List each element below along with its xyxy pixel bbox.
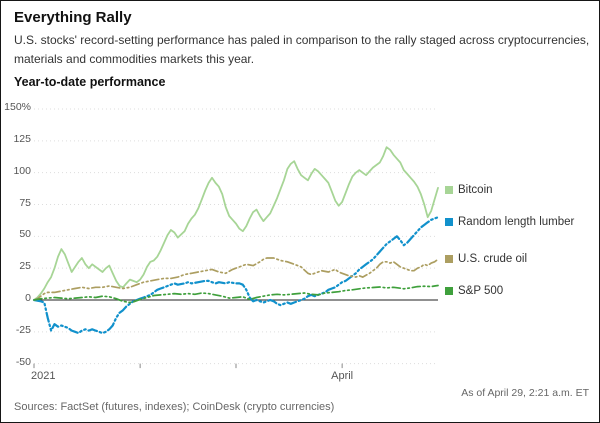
y-axis-label: 150% [4, 101, 31, 113]
series-line-s-p-500 [33, 284, 439, 304]
y-axis-label: 50 [19, 228, 31, 241]
legend-label-bitcoin: Bitcoin [458, 184, 493, 196]
y-axis-label: 75 [19, 196, 31, 209]
series-line-u-s-crude-oil [33, 257, 439, 301]
series-line-random-length-lumber [32, 216, 440, 335]
y-axis-label: 0 [25, 292, 31, 304]
legend-item-s-p-500: S&P 500 [445, 281, 503, 299]
chart-section-label: Year-to-date performance [14, 75, 166, 89]
y-axis-label: 100 [13, 164, 31, 177]
legend-item-u-s-crude-oil: U.S. crude oil [445, 249, 527, 267]
y-axis-label: 125 [13, 132, 31, 145]
y-axis-label: 25 [19, 260, 31, 273]
chart-title: Everything Rally [14, 9, 132, 26]
x-axis-label: April [331, 370, 354, 382]
series-line-bitcoin [33, 146, 439, 301]
legend-swatch-s-p-500 [445, 287, 453, 295]
legend-swatch-bitcoin [445, 186, 453, 194]
y-axis-label: -50 [15, 355, 31, 368]
chart-subtitle: U.S. stocks' record-setting performance … [14, 33, 590, 66]
legend-swatch-u-s-crude-oil [445, 255, 453, 263]
legend-item-random-length-lumber: Random length lumber [445, 212, 574, 230]
legend-item-bitcoin: Bitcoin [445, 180, 493, 198]
sources-note: Sources: FactSet (futures, indexes); Coi… [14, 401, 335, 413]
legend-label-u-s-crude-oil: U.S. crude oil [458, 253, 528, 265]
legend-swatch-random-length-lumber [445, 218, 453, 226]
as-of-note: As of April 29, 2:21 a.m. ET [461, 387, 589, 399]
legend-label-s-p-500: S&P 500 [458, 285, 504, 297]
legend-label-random-length-lumber: Random length lumber [458, 216, 575, 228]
x-axis-label: 2021 [31, 370, 56, 382]
y-axis-label: -25 [15, 323, 31, 336]
